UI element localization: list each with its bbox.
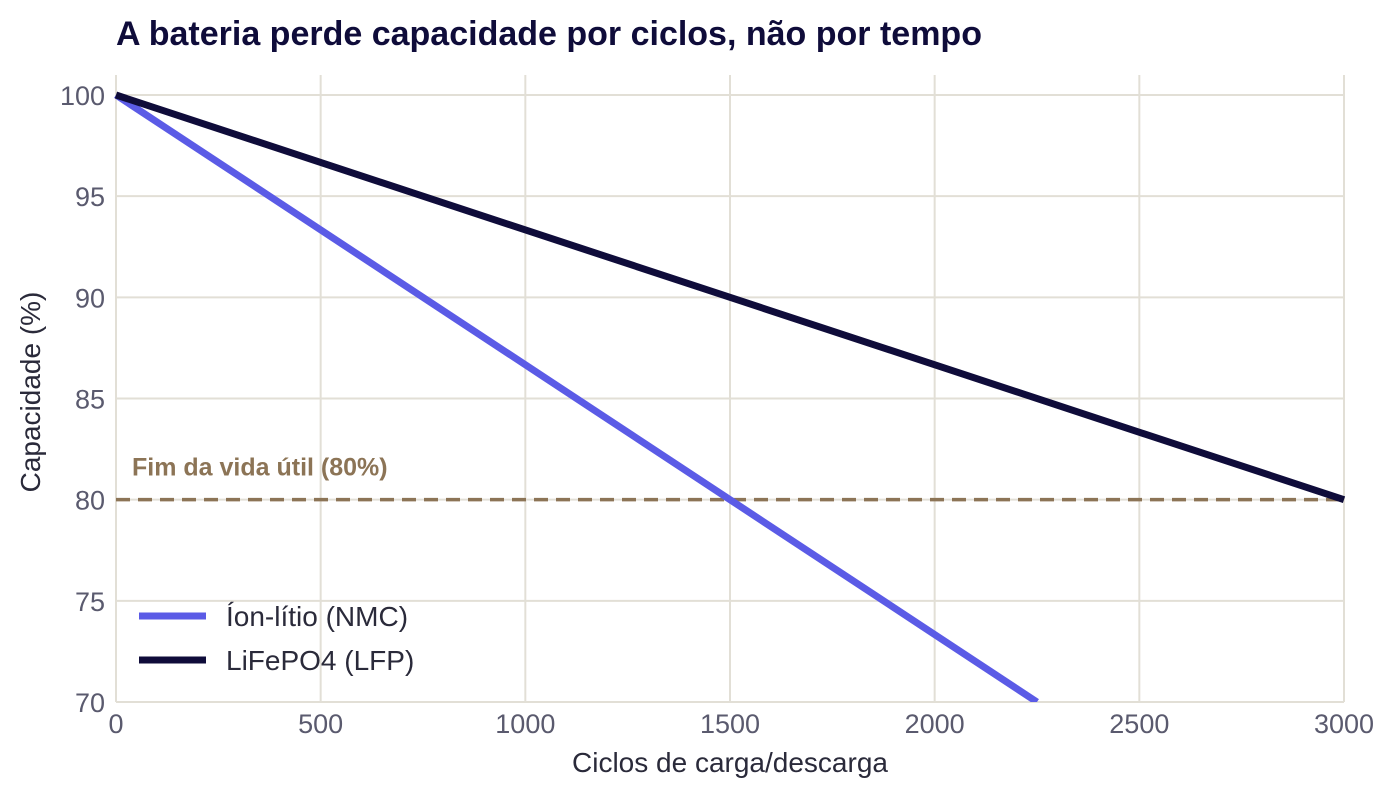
reference-line-group: Fim da vida útil (80%) (116, 454, 1344, 502)
y-axis-label: Capacidade (%) (15, 292, 46, 493)
axis-ticks: 0 500 1000 1500 2000 2500 3000 70 75 80 85 90 95 100 (60, 81, 1374, 739)
x-tick-label: 0 (108, 709, 123, 739)
chart-title: A bateria perde capacidade por ciclos, n… (116, 15, 982, 53)
y-tick-label: 95 (75, 182, 105, 212)
legend-label: LiFePO4 (LFP) (226, 645, 414, 676)
y-tick-label: 75 (75, 587, 105, 617)
legend-label: Íon-lítio (NMC) (226, 601, 408, 632)
x-tick-label: 2500 (1109, 709, 1169, 739)
y-tick-label: 85 (75, 385, 105, 415)
legend: Íon-lítio (NMC) LiFePO4 (LFP) (139, 601, 414, 676)
series-group (114, 91, 1346, 702)
y-tick-label: 90 (75, 283, 105, 313)
series-line-lfp (114, 91, 1346, 503)
y-tick-label: 100 (60, 81, 105, 111)
y-tick-label: 80 (75, 486, 105, 516)
x-axis-label: Ciclos de carga/descarga (572, 747, 888, 778)
y-tick-label: 70 (75, 688, 105, 718)
x-tick-label: 500 (298, 709, 343, 739)
x-tick-label: 1000 (495, 709, 555, 739)
x-tick-label: 2000 (905, 709, 965, 739)
series-line-nmc (114, 92, 1039, 702)
end-of-life-label: Fim da vida útil (80%) (132, 454, 388, 482)
x-tick-label: 1500 (700, 709, 760, 739)
x-tick-label: 3000 (1314, 709, 1374, 739)
